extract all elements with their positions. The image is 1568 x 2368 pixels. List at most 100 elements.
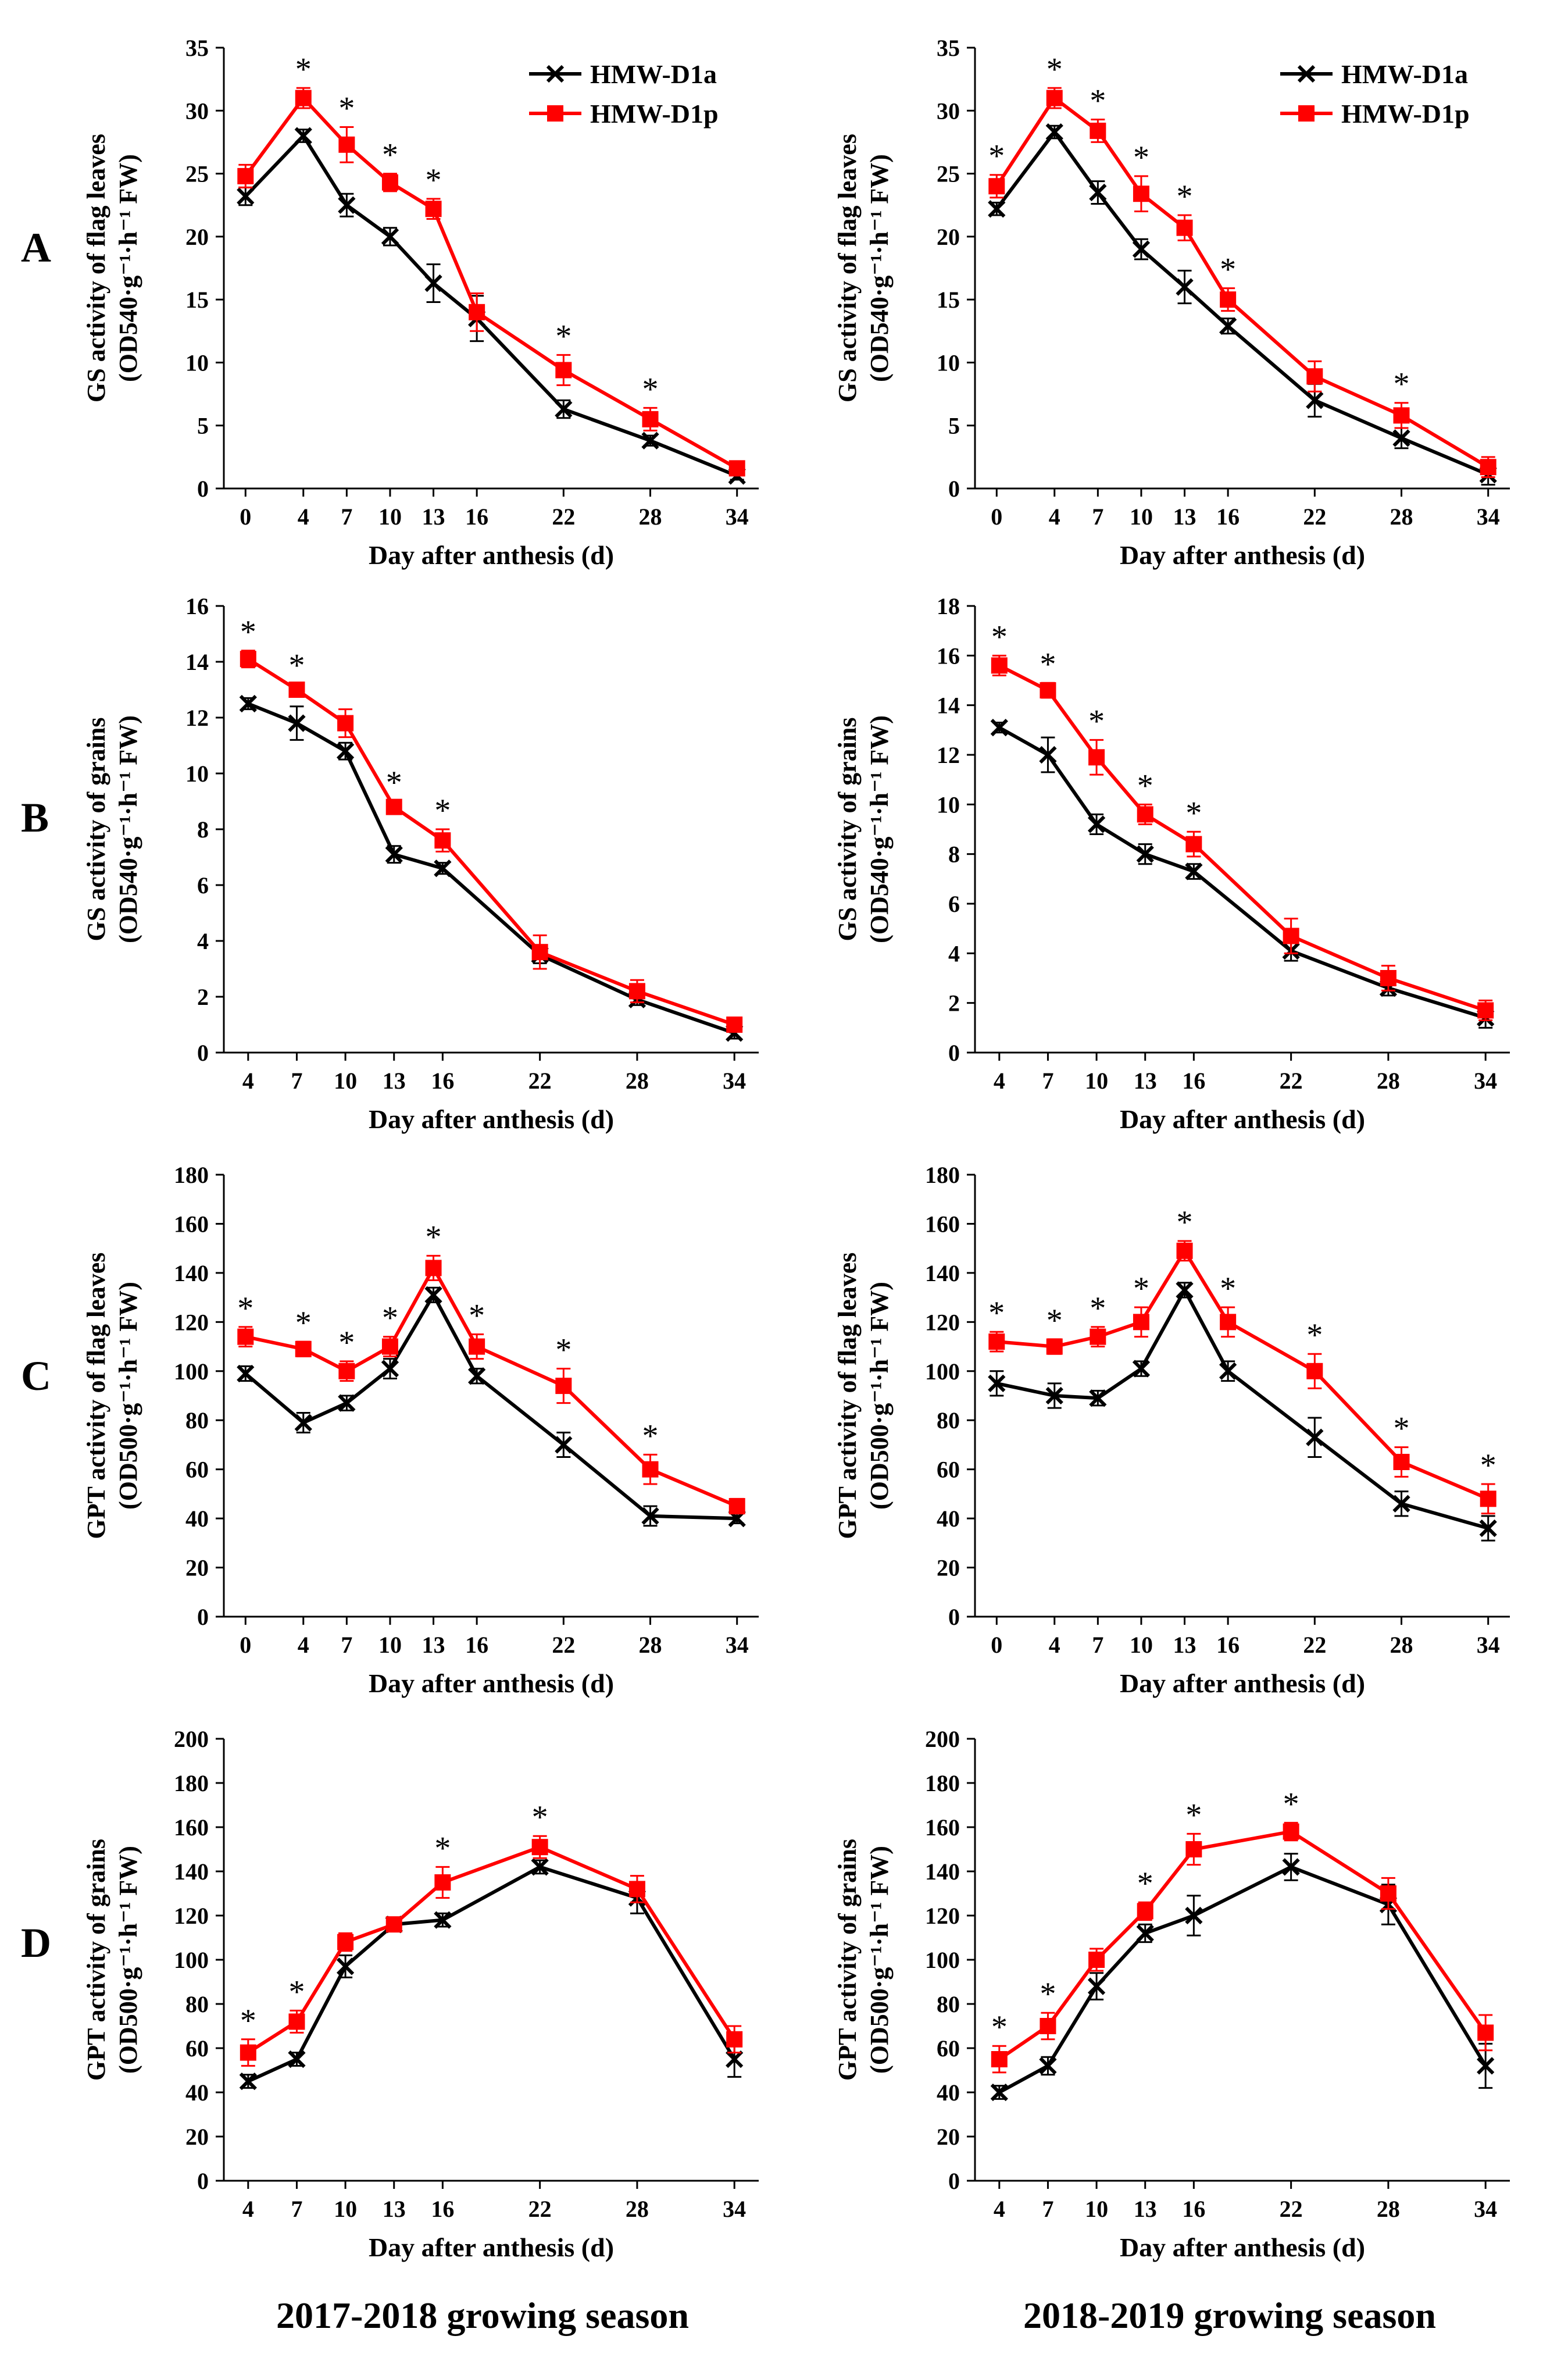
data-point-x <box>1477 2057 1495 2075</box>
data-point-x <box>468 1367 486 1385</box>
y-tick-label: 25 <box>185 161 209 187</box>
data-point-square <box>1185 836 1202 853</box>
data-point-x <box>641 1507 659 1525</box>
data-point-x <box>990 718 1008 737</box>
significance-asterisk: * <box>642 371 659 407</box>
data-point-square <box>1133 1314 1149 1331</box>
data-point-square <box>425 1260 442 1276</box>
chart-b1: 0 2 4 6 8 10 12 14 16 4 7 10 13 16 22 28 34 Day after ant… <box>82 593 759 1134</box>
significance-asterisk: * <box>434 1830 451 1866</box>
data-point-x <box>555 400 573 418</box>
data-point-x <box>1176 1281 1194 1299</box>
x-tick-label: 28 <box>1390 1632 1413 1658</box>
data-point-x <box>434 1911 452 1929</box>
data-point-square <box>1283 1823 1299 1840</box>
y-axis-label-line2: (OD500·g⁻¹·h⁻¹ FW) <box>114 1846 142 2074</box>
data-point-square <box>338 136 355 153</box>
season-label-2018-2019: 2018-2019 growing season <box>1023 2295 1436 2336</box>
y-tick-label: 160 <box>174 1211 209 1237</box>
row-label-c: C <box>21 1353 51 1399</box>
x-tick-label: 4 <box>1049 1632 1060 1658</box>
significance-asterisk: * <box>1090 1290 1106 1326</box>
data-point-square <box>991 657 1008 674</box>
data-point-x <box>237 187 255 205</box>
x-tick-label: 34 <box>1474 2196 1497 2222</box>
data-point-x <box>1219 317 1237 335</box>
x-tick-label: 16 <box>1182 2196 1205 2222</box>
data-point-x <box>1479 1519 1497 1538</box>
significance-asterisk: * <box>1394 366 1410 402</box>
significance-asterisk: * <box>295 51 312 87</box>
y-axis-label-line2: (OD500·g⁻¹·h⁻¹ FW) <box>865 1282 894 1510</box>
series-line-hmw-d1p <box>247 1845 736 2055</box>
chart-c2: 0 20 40 60 80 100 120 140 160 180 0 4 7 10 13 16 22 28 34 D… <box>833 1162 1510 1698</box>
y-tick-label: 16 <box>937 643 960 669</box>
data-point-x <box>726 2050 744 2069</box>
x-tick-label: 7 <box>1042 1068 1053 1094</box>
data-point-square <box>434 832 451 849</box>
x-tick-label: 10 <box>378 1632 402 1658</box>
x-tick-label: 7 <box>291 1068 302 1094</box>
y-tick-label: 0 <box>197 2168 209 2194</box>
data-point-x <box>1087 1977 1106 1995</box>
y-tick-label: 60 <box>937 1457 960 1483</box>
y-tick-label: 60 <box>185 2035 209 2062</box>
significance-asterisk: * <box>1185 795 1202 831</box>
x-tick-label: 22 <box>1303 1632 1326 1658</box>
y-tick-label: 140 <box>925 1260 960 1286</box>
significance-asterisk: * <box>988 1295 1005 1331</box>
y-tick-label: 80 <box>937 1407 960 1433</box>
data-point-x <box>424 274 442 293</box>
data-point-square <box>385 1916 402 1933</box>
data-point-square <box>469 304 485 320</box>
data-point-x <box>338 1394 356 1412</box>
series-line-hmw-d1a <box>247 1865 736 2083</box>
x-tick-label: 13 <box>422 1632 445 1658</box>
y-tick-label: 0 <box>948 1604 960 1630</box>
chart-b2: 0 2 4 6 8 10 12 14 16 18 4 7 10 13 16 22 28 34 Day after a… <box>833 593 1510 1134</box>
y-tick-label: 200 <box>925 1726 960 1752</box>
data-point-x <box>555 1436 573 1454</box>
data-point-square <box>1090 122 1106 139</box>
data-point-x <box>531 1858 549 1876</box>
data-point-square <box>1088 1952 1105 1968</box>
x-tick-label: 7 <box>1042 2196 1053 2222</box>
data-point-square <box>1220 291 1237 308</box>
data-point-x <box>1039 746 1057 764</box>
x-axis-label: Day after anthesis (d) <box>369 1104 614 1134</box>
data-point-square <box>1046 90 1063 106</box>
y-tick-label: 16 <box>185 593 209 619</box>
y-tick-label: 8 <box>948 841 960 868</box>
x-tick-label: 22 <box>528 2196 552 2222</box>
data-point-square <box>295 90 312 106</box>
x-tick-label: 0 <box>991 504 1002 530</box>
significance-asterisk: * <box>555 318 572 354</box>
row-label-a: A <box>21 224 51 271</box>
x-tick-label: 0 <box>240 504 251 530</box>
significance-asterisk: * <box>1283 1786 1299 1822</box>
x-tick-label: 0 <box>991 1632 1002 1658</box>
data-point-x <box>288 2050 306 2069</box>
y-tick-label: 140 <box>174 1260 209 1286</box>
significance-asterisk: * <box>240 2003 256 2039</box>
data-point-x <box>336 742 355 760</box>
data-point-square <box>469 1338 485 1355</box>
data-point-square <box>337 1934 354 1950</box>
significance-asterisk: * <box>382 1300 398 1336</box>
series-line-hmw-d1a <box>247 702 735 1035</box>
significance-asterisk: * <box>1177 1204 1193 1240</box>
y-tick-label: 25 <box>937 161 960 187</box>
y-tick-label: 6 <box>948 891 960 917</box>
x-tick-label: 4 <box>242 2196 254 2222</box>
y-tick-label: 35 <box>937 35 960 61</box>
season-label-2017-2018: 2017-2018 growing season <box>276 2295 689 2336</box>
significance-asterisk: * <box>240 614 256 650</box>
data-point-x <box>385 846 403 864</box>
y-tick-label: 0 <box>197 476 209 502</box>
y-tick-label: 30 <box>937 98 960 124</box>
significance-asterisk: * <box>288 647 305 683</box>
significance-asterisk: * <box>1306 1317 1323 1353</box>
y-tick-label: 40 <box>185 1506 209 1532</box>
y-tick-label: 10 <box>937 350 960 376</box>
